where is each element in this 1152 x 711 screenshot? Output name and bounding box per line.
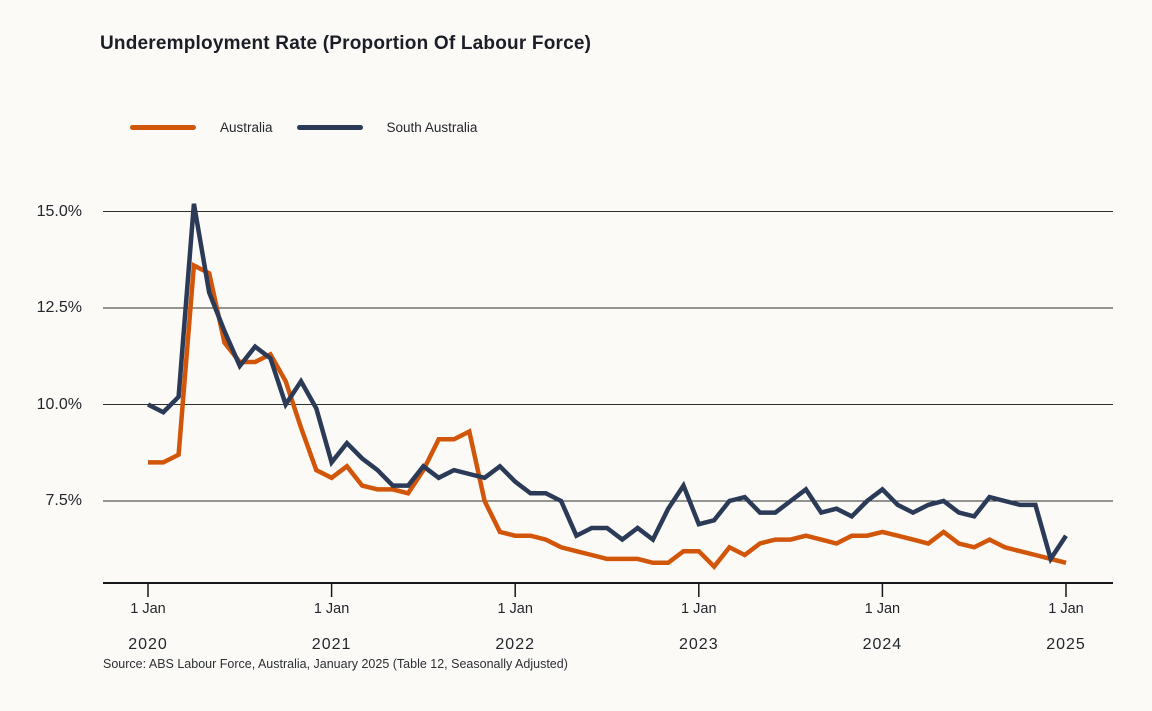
series-line-south-australia xyxy=(146,203,1068,565)
x-axis-year-label: 2024 xyxy=(862,636,903,653)
x-axis-tick-label: 1 Jan xyxy=(497,601,533,617)
legend-item-south-australia: South Australia xyxy=(296,120,478,135)
source-note: Source: ABS Labour Force, Australia, Jan… xyxy=(103,657,568,671)
y-axis-tick-label: 10.0% xyxy=(36,395,82,413)
legend-item-australia: Australia xyxy=(130,120,273,135)
x-axis-tick-label: 1 Jan xyxy=(864,601,901,617)
legend-swatch-icon xyxy=(296,125,363,130)
x-axis-year-label: 2021 xyxy=(311,636,352,653)
page-title: Underemployment Rate (Proportion Of Labo… xyxy=(100,33,592,54)
legend-label: South Australia xyxy=(386,120,478,135)
y-axis-tick-label: 12.5% xyxy=(36,299,82,316)
x-axis-year-label: 2025 xyxy=(1046,636,1086,653)
x-axis-year-label: 2020 xyxy=(128,636,168,653)
x-axis-year-label: 2023 xyxy=(679,636,719,653)
x-axis-year-label: 2022 xyxy=(495,636,535,653)
legend-label: Australia xyxy=(220,120,273,135)
y-axis-tick-label: 15.0% xyxy=(36,202,82,220)
y-axis-tick-label: 7.5% xyxy=(45,492,82,509)
legend-swatch-icon xyxy=(130,125,196,130)
x-axis-tick-label: 1 Jan xyxy=(130,601,166,617)
series-line-australia xyxy=(148,261,1067,570)
x-axis-tick-label: 1 Jan xyxy=(313,601,350,617)
legend: Australia South Australia xyxy=(130,120,501,135)
x-axis-tick-label: 1 Jan xyxy=(681,601,717,617)
x-axis-tick-label: 1 Jan xyxy=(1048,601,1084,617)
